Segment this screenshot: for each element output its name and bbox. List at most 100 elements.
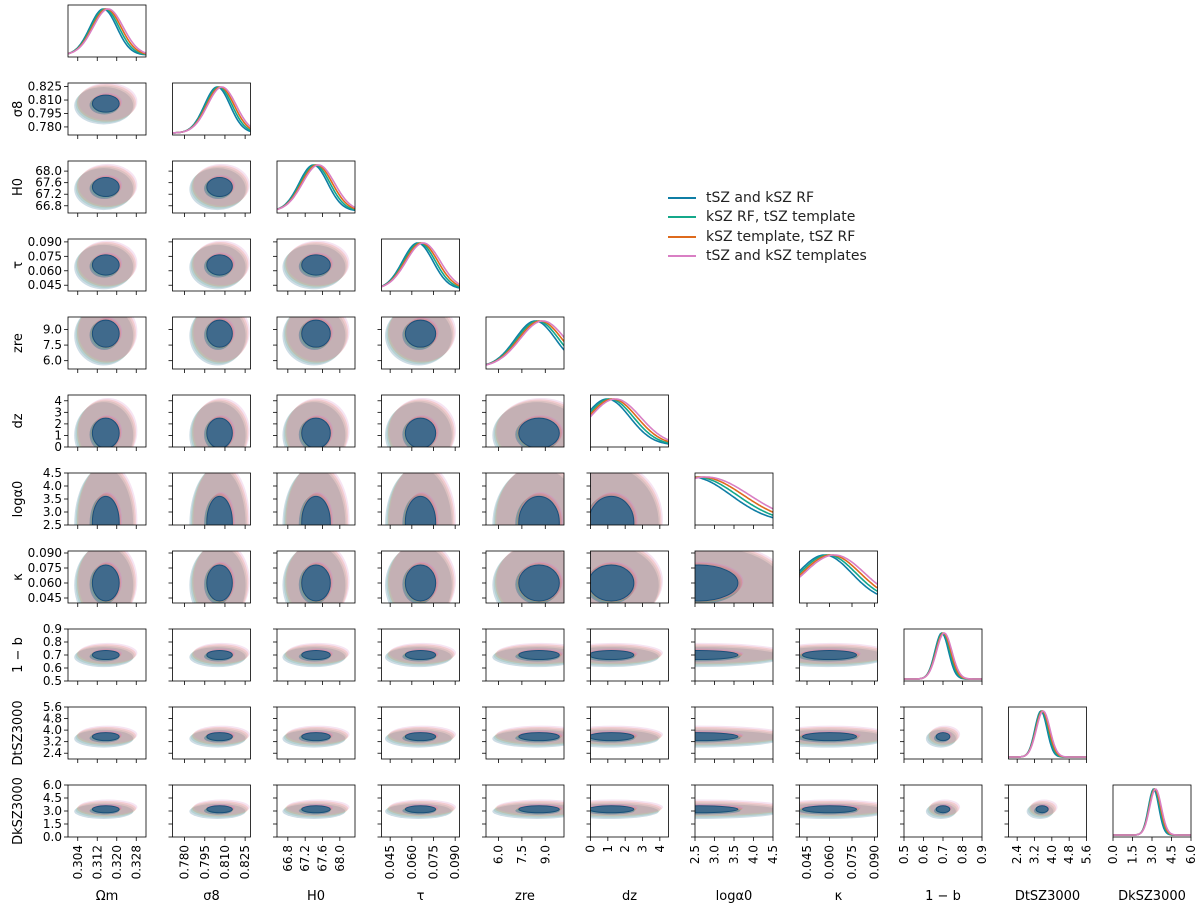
legend-label-templates: tSZ and kSZ templates [706, 248, 867, 265]
panel-la-s8 [168, 472, 251, 529]
contour-core [301, 564, 331, 602]
y-tick-label: 4.0 [43, 479, 62, 493]
x-tick-label: 1 [601, 845, 615, 853]
contour-core [695, 805, 739, 814]
y-axis-label: κ [11, 573, 26, 581]
marginal-curve-1 [381, 242, 460, 289]
x-tick-label: 0.060 [823, 845, 837, 879]
contour-core [91, 564, 120, 602]
panel-la-h0 [273, 472, 356, 529]
x-tick-label: 0.0 [1106, 845, 1120, 864]
panel-b-h0 [273, 628, 356, 685]
chart-legend: tSZ and kSZ RF kSZ RF, tSZ template kSZ … [668, 188, 867, 266]
contour-core [301, 319, 331, 348]
marginal-curve-2 [904, 632, 982, 680]
panel-dt-b [900, 706, 983, 763]
contour-core [404, 417, 437, 447]
panel-frame [172, 316, 251, 370]
panel-content [74, 163, 138, 211]
panel-b-tau [377, 628, 460, 685]
panel-dt-dt [1008, 706, 1087, 763]
y-tick-label: 67.6 [35, 176, 62, 190]
panel-content [282, 473, 350, 525]
panel-content [68, 8, 146, 56]
panel-content [381, 242, 460, 289]
contour-core [518, 564, 560, 602]
panel-frame [172, 550, 251, 604]
panel-frame [67, 706, 147, 760]
panel-zre-h0 [273, 316, 356, 373]
marginal-curve-3 [799, 554, 878, 589]
marginal-curve-4 [172, 86, 251, 134]
y-tick-label: 0.780 [28, 120, 62, 134]
x-tick-label: 2.5 [688, 845, 702, 864]
legend-swatch-tsz-rf [668, 235, 696, 238]
x-tick-label: 0.8 [956, 845, 970, 864]
contour-core [301, 732, 331, 742]
x-tick-label: 0.060 [405, 845, 419, 879]
panel-content [1008, 709, 1087, 758]
x-tick-label: 66.8 [281, 845, 295, 872]
marginal-curve-3 [590, 398, 669, 443]
y-tick-label: 0.6 [43, 661, 62, 675]
contour-core [518, 732, 560, 742]
y-tick-label: 6.0 [43, 778, 62, 792]
panel-zre-zre [485, 316, 565, 373]
x-tick-label: 2.4 [1010, 845, 1024, 864]
x-tick-label: 0.045 [800, 845, 814, 879]
panel-content [590, 799, 663, 819]
panel-frame [381, 394, 460, 448]
y-axis-label: DkSZ3000 [11, 777, 26, 845]
contour-core [404, 805, 437, 814]
panel-om-om [67, 4, 147, 61]
y-tick-label: 66.8 [35, 199, 62, 213]
marginal-curve-4 [695, 476, 773, 510]
panel-dk-zre: 6.0 7.5 9.0 zre [482, 784, 565, 904]
y-axis-label: zre [11, 333, 26, 353]
x-tick-label: 4.0 [1045, 845, 1059, 864]
y-axis-label: H0 [11, 178, 26, 196]
y-tick-label: 68.0 [35, 164, 62, 178]
legend-entry-templates: tSZ and kSZ templates [668, 247, 867, 267]
x-tick-label: 3.5 [727, 845, 741, 864]
x-tick-label: 0.320 [110, 845, 124, 879]
legend-swatch-rf [668, 196, 696, 199]
panel-dt-la [691, 706, 774, 763]
panel-content [799, 554, 878, 595]
x-tick-label: 68.0 [333, 845, 347, 872]
contour-core [301, 805, 331, 814]
contour-core [91, 495, 120, 525]
y-tick-label: 3 [54, 405, 62, 419]
panel-content [189, 240, 250, 290]
contour-core [91, 94, 120, 113]
panel-frame [172, 394, 251, 448]
panel-content [74, 642, 138, 668]
x-tick-label: 0.328 [129, 845, 143, 879]
panel-b-s8 [168, 628, 251, 685]
y-tick-label: 4.0 [43, 723, 62, 737]
y-tick-label: 0.0 [43, 830, 62, 844]
panel-content [590, 725, 663, 748]
panel-dt-tau [377, 706, 460, 763]
marginal-curve-3 [904, 632, 982, 680]
marginal-curve-4 [277, 164, 355, 211]
panel-frame [485, 316, 565, 370]
panel-frame [172, 82, 251, 136]
y-tick-label: 0.090 [28, 546, 62, 560]
y-axis-label: σ8 [11, 101, 26, 118]
panel-content [486, 320, 564, 366]
panel-content [492, 551, 564, 603]
panel-dk-dz: 0 1 2 3 4 dz [584, 784, 669, 904]
panel-content [492, 725, 564, 748]
panel-content [385, 473, 456, 525]
panel-dk-dt: 2.4 3.2 4.0 4.8 5.6 DtSZ3000 [1004, 784, 1094, 904]
y-tick-label: 0.090 [28, 235, 62, 249]
x-tick-label: 0.312 [90, 845, 104, 879]
contour-core [91, 732, 120, 742]
panel-dt-h0 [273, 706, 356, 763]
panel-frame [276, 238, 356, 292]
panel-content [189, 551, 250, 603]
y-tick-label: 0.075 [28, 249, 62, 263]
x-tick-label: 0.825 [238, 845, 252, 879]
